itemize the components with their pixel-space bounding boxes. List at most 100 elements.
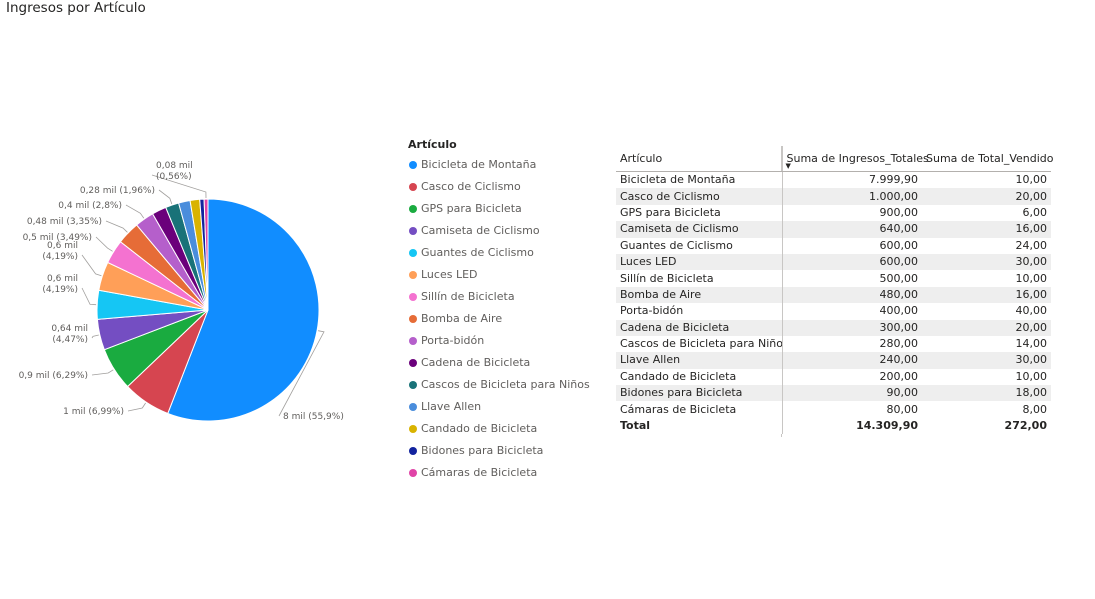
table-row[interactable]: Guantes de Ciclismo 600,00 24,00	[616, 237, 1051, 254]
cell-ingresos: 280,00	[782, 335, 922, 353]
legend-item[interactable]: Bidones para Bicicleta	[408, 440, 590, 462]
cell-ingresos: 200,00	[782, 368, 922, 386]
table-row[interactable]: Cadena de Bicicleta 300,00 20,00	[616, 319, 1051, 336]
legend-label: Cadena de Bicicleta	[421, 356, 531, 369]
cell-articulo: Bomba de Aire	[616, 286, 783, 304]
table-row[interactable]: Llave Allen 240,00 30,00	[616, 352, 1051, 369]
table-row[interactable]: Candado de Bicicleta 200,00 10,00	[616, 368, 1051, 386]
legend-label: Casco de Ciclismo	[421, 180, 521, 193]
leader-line	[151, 174, 207, 199]
legend-item[interactable]: Casco de Ciclismo	[408, 176, 590, 198]
legend-title: Artículo	[408, 138, 457, 151]
cell-ingresos: 640,00	[782, 221, 922, 238]
legend-marker-icon	[409, 205, 417, 213]
data-label: 0,6 mil (4,19%)	[42, 241, 78, 262]
table-row[interactable]: Sillín de Bicicleta 500,00 10,00	[616, 270, 1051, 287]
legend-item[interactable]: Bicicleta de Montaña	[408, 154, 590, 176]
legend-item[interactable]: Bomba de Aire	[408, 308, 590, 330]
legend-label: Luces LED	[421, 268, 478, 281]
cell-vendido: 10,00	[922, 171, 1051, 189]
legend-marker-icon	[409, 183, 417, 191]
cell-articulo: Cadena de Bicicleta	[616, 319, 783, 336]
legend-marker-icon	[409, 161, 417, 169]
legend-item[interactable]: Cámaras de Bicicleta	[408, 462, 590, 484]
leader-line	[81, 254, 102, 277]
legend-item[interactable]: Camiseta de Ciclismo	[408, 220, 590, 242]
table-row[interactable]: Cámaras de Bicicleta 80,00 8,00	[616, 401, 1051, 418]
table-row[interactable]: Luces LED 600,00 30,00	[616, 253, 1051, 271]
total-ingresos: 14.309,90	[782, 417, 922, 435]
legend-label: Bidones para Bicicleta	[421, 444, 544, 457]
legend-marker-icon	[409, 293, 417, 301]
legend-item[interactable]: Luces LED	[408, 264, 590, 286]
data-table[interactable]: Artículo Suma de Ingresos_Totales ▼ Suma …	[616, 146, 1054, 435]
legend-item[interactable]: Llave Allen	[408, 396, 590, 418]
cell-ingresos: 80,00	[782, 401, 922, 418]
leader-line	[105, 220, 128, 233]
cell-vendido: 24,00	[922, 237, 1051, 254]
cell-articulo: GPS para Bicicleta	[616, 204, 783, 222]
cell-articulo: Casco de Ciclismo	[616, 188, 783, 205]
leader-line	[81, 287, 97, 306]
cell-ingresos: 90,00	[782, 385, 922, 402]
header-articulo[interactable]: Artículo	[616, 146, 783, 172]
legend: Artículo Bicicleta de Montaña Casco de Ci…	[408, 138, 590, 484]
cell-ingresos: 600,00	[782, 253, 922, 271]
header-vendido[interactable]: Suma de Total_Vendido	[922, 146, 1054, 172]
table-row[interactable]: Cascos de Bicicleta para Niños 280,00 14,0…	[616, 335, 1051, 353]
cell-ingresos: 600,00	[782, 237, 922, 254]
pie-slice[interactable]	[203, 198, 209, 311]
legend-item[interactable]: Cascos de Bicicleta para Niños	[408, 374, 590, 396]
legend-marker-icon	[409, 425, 417, 433]
legend-item[interactable]: GPS para Bicicleta	[408, 198, 590, 220]
leader-line	[91, 334, 99, 339]
legend-item[interactable]: Guantes de Ciclismo	[408, 242, 590, 264]
legend-marker-icon	[409, 469, 417, 477]
table-total-row: Total 14.309,90 272,00	[616, 417, 1051, 435]
data-label: 0,6 mil (4,19%)	[42, 274, 78, 295]
cell-articulo: Bicicleta de Montaña	[616, 171, 783, 189]
table-row[interactable]: Porta-bidón 400,00 40,00	[616, 303, 1051, 320]
leader-line	[158, 189, 173, 205]
legend-label: Cascos de Bicicleta para Niños	[421, 378, 590, 391]
table-row[interactable]: Bicicleta de Montaña 7.999,90 10,00	[616, 171, 1051, 189]
data-label: 1 mil (6,99%)	[63, 407, 124, 417]
data-label: 0,48 mil (3,35%)	[27, 217, 102, 227]
legend-marker-icon	[409, 337, 417, 345]
data-label: 0,08 mil (0,56%)	[156, 161, 193, 182]
header-ingresos[interactable]: Suma de Ingresos_Totales ▼	[782, 146, 929, 172]
cell-vendido: 30,00	[922, 352, 1051, 369]
cell-ingresos: 480,00	[782, 286, 922, 304]
table-row[interactable]: Camiseta de Ciclismo 640,00 16,00	[616, 221, 1051, 238]
table-row[interactable]: Bomba de Aire 480,00 16,00	[616, 286, 1051, 304]
data-label: 8 mil (55,9%)	[283, 412, 344, 422]
legend-label: Llave Allen	[421, 400, 482, 413]
table-row[interactable]: Bidones para Bicicleta 90,00 18,00	[616, 385, 1051, 402]
leader-line	[127, 402, 146, 412]
legend-item[interactable]: Candado de Bicicleta	[408, 418, 590, 440]
data-label: 0,64 mil (4,47%)	[51, 324, 88, 345]
cell-vendido: 10,00	[922, 368, 1051, 386]
legend-marker-icon	[409, 381, 417, 389]
chart-title: Ingresos por Artículo	[6, 0, 146, 16]
cell-articulo: Luces LED	[616, 253, 783, 271]
cell-articulo: Cascos de Bicicleta para Niños	[616, 335, 783, 353]
legend-label: Cámaras de Bicicleta	[421, 466, 538, 479]
cell-ingresos: 500,00	[782, 270, 922, 287]
table-row[interactable]: GPS para Bicicleta 900,00 6,00	[616, 204, 1051, 222]
table-row[interactable]: Casco de Ciclismo 1.000,00 20,00	[616, 188, 1051, 205]
legend-marker-icon	[409, 227, 417, 235]
legend-marker-icon	[409, 403, 417, 411]
legend-item[interactable]: Sillín de Bicicleta	[408, 286, 590, 308]
legend-marker-icon	[409, 315, 417, 323]
pie-chart[interactable]: 8 mil (55,9%) 1 mil (6,99%) 0,9 mil (6,29%…	[0, 0, 400, 599]
leader-line	[125, 204, 145, 219]
legend-label: Bicicleta de Montaña	[421, 158, 537, 171]
legend-item[interactable]: Porta-bidón	[408, 330, 590, 352]
cell-ingresos: 7.999,90	[782, 171, 922, 189]
legend-item[interactable]: Cadena de Bicicleta	[408, 352, 590, 374]
pie-slice[interactable]	[167, 198, 320, 422]
cell-vendido: 40,00	[922, 303, 1051, 320]
sort-descending-icon: ▼	[785, 162, 791, 170]
cell-vendido: 10,00	[922, 270, 1051, 287]
